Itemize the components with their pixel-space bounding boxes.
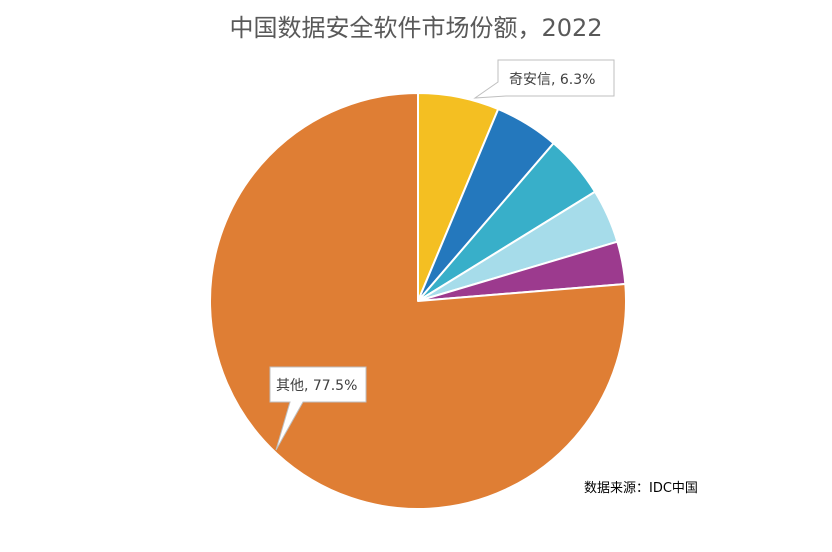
- data-label-others: 其他, 77.5%: [276, 378, 357, 394]
- callout-qianxin-box: [473, 59, 615, 99]
- pie-slice-6: [209, 92, 627, 510]
- callout-others: 其他, 77.5%: [269, 366, 367, 451]
- callout-qianxin: 奇安信, 6.3%: [473, 59, 615, 99]
- callout-others-box: [269, 366, 367, 451]
- pie-slices: [209, 92, 627, 510]
- data-label-qianxin: 奇安信, 6.3%: [509, 71, 595, 88]
- source-note: 数据来源：IDC中国: [584, 481, 698, 496]
- chart-title: 中国数据安全软件市场份额，2022: [229, 14, 603, 42]
